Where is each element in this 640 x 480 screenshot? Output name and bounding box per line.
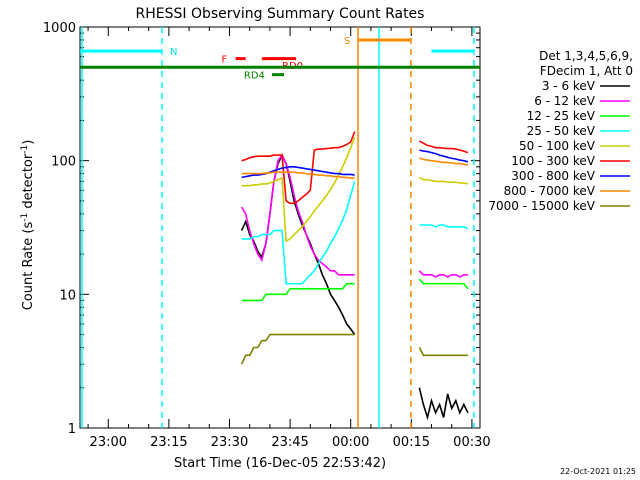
plot-frame [79, 26, 481, 429]
series-line-4 [419, 224, 469, 230]
vertical-marker-lines [81, 27, 475, 428]
series-line-9 [418, 347, 468, 357]
y-axis-label-suffix: ) [21, 140, 36, 145]
state-bar-label: RD4 [244, 71, 265, 82]
legend-entry-label: 3 - 6 keV [542, 79, 596, 93]
legend-entry-label: 100 - 300 keV [511, 154, 595, 168]
state-bar-label: S [344, 36, 350, 47]
y-axis-label-prefix: Count Rate (s [21, 222, 36, 311]
series-line-2 [418, 270, 468, 278]
y-tick-label: 10 [59, 288, 76, 303]
x-tick-label: 23:15 [150, 435, 187, 450]
series-line-6 [241, 131, 356, 205]
legend-header-line2: FDecim 1, Att 0 [540, 64, 633, 78]
chart-title: RHESSI Observing Summary Count Rates [136, 6, 425, 22]
series-line-3 [241, 282, 355, 302]
y-axis-label: Count Rate (s-1 detector-1) [20, 140, 36, 311]
state-bars: NSFRD0RD4 [80, 36, 480, 82]
axes-ticks [80, 27, 480, 429]
series-line-9 [240, 333, 355, 365]
legend-entry-label: 50 - 100 keV [519, 139, 596, 153]
series-line-5 [241, 136, 356, 243]
plot-background [79, 26, 481, 429]
y-tick-label: 1000 [43, 21, 76, 36]
series-line-7 [419, 149, 469, 163]
state-bar-label: N [170, 47, 177, 58]
y-axis-label-mid: detector [21, 153, 36, 213]
y-tick-label: 100 [51, 155, 76, 170]
x-tick-label: 23:30 [211, 435, 248, 450]
legend-entry-label: 300 - 800 keV [511, 169, 595, 183]
series-line-1 [240, 153, 356, 336]
date-stamp: 22-Oct-2021 01:25 [560, 467, 636, 476]
series-line-3 [418, 278, 469, 290]
series-line-2 [240, 153, 355, 276]
x-tick-label: 23:00 [90, 435, 127, 450]
series-line-5 [419, 176, 469, 185]
tick-labels: 1 10 100 1000 23:00 23:15 23:30 23:45 00:00 00:15… [43, 21, 491, 450]
series-line-8 [419, 157, 469, 166]
y-tick-label: 1 [68, 422, 76, 437]
series-line-6 [419, 140, 469, 154]
series-line-1 [418, 387, 469, 421]
series-line-8 [241, 171, 355, 179]
x-tick-label: 00:00 [332, 435, 369, 450]
x-tick-label: 23:45 [271, 435, 308, 450]
series-line-4 [241, 181, 356, 285]
x-tick-label: 00:30 [453, 435, 490, 450]
legend-entry-label: 7000 - 15000 keV [488, 199, 595, 213]
legend-entry-label: 6 - 12 keV [534, 94, 596, 108]
y-axis-label-sup1: -1 [20, 213, 30, 222]
x-axis-label: Start Time (16-Dec-05 22:53:42) [174, 456, 386, 471]
state-bar-label: F [222, 55, 228, 66]
y-axis-label-sup2: -1 [20, 145, 30, 154]
legend-entry-label: 12 - 25 keV [527, 109, 596, 123]
series-line-7 [241, 166, 355, 179]
x-tick-label: 00:15 [393, 435, 430, 450]
series-lines [240, 131, 469, 421]
legend-entry-label: 25 - 50 keV [527, 124, 596, 138]
legend-entry-label: 800 - 7000 keV [504, 184, 596, 198]
legend-header-line1: Det 1,3,4,5,6,9, [539, 49, 633, 63]
legend: Det 1,3,4,5,6,9, FDecim 1, Att 0 3 - 6 k… [488, 49, 633, 213]
